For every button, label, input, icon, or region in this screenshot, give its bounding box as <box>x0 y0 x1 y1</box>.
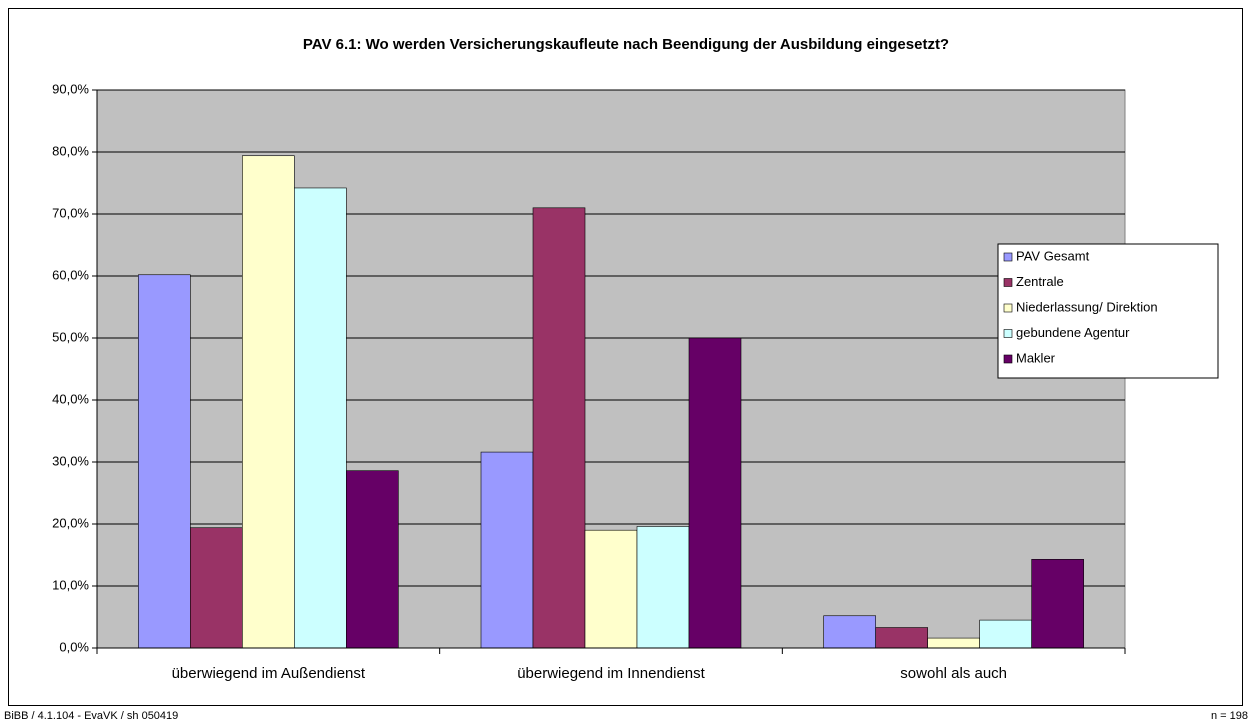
bar <box>688 337 742 649</box>
legend-box <box>997 243 1219 379</box>
bar <box>636 526 690 649</box>
bar <box>346 470 399 649</box>
y-tick-label: 90,0% <box>52 81 89 96</box>
bar <box>875 627 928 649</box>
bar <box>138 274 191 649</box>
bar <box>1031 559 1084 649</box>
legend-label: Zentrale <box>1016 274 1064 289</box>
y-tick-label: 40,0% <box>52 391 89 406</box>
y-tick-label: 10,0% <box>52 577 89 592</box>
y-tick-label: 80,0% <box>52 143 89 158</box>
y-tick-label: 50,0% <box>52 329 89 344</box>
bar <box>532 207 586 649</box>
bar <box>294 187 347 649</box>
x-tick-label: überwiegend im Innendienst <box>517 665 705 682</box>
y-tick-label: 30,0% <box>52 453 89 468</box>
bar <box>242 155 295 649</box>
legend-swatch <box>1003 303 1013 313</box>
chart-title: PAV 6.1: Wo werden Versicherungskaufleut… <box>303 36 949 53</box>
y-tick-label: 20,0% <box>52 515 89 530</box>
y-tick-label: 60,0% <box>52 267 89 282</box>
legend-swatch <box>1003 252 1013 262</box>
x-tick-label: überwiegend im Außendienst <box>172 665 366 682</box>
legend-label: PAV Gesamt <box>1016 248 1090 263</box>
legend-swatch <box>1003 354 1013 364</box>
legend-swatch <box>1003 278 1013 287</box>
bar <box>480 451 534 649</box>
bar <box>927 637 980 649</box>
y-tick-label: 0,0% <box>59 639 89 654</box>
legend-label: gebundene Agentur <box>1016 325 1130 340</box>
footnote: n = 198 <box>1211 710 1248 722</box>
legend-label: Niederlassung/ Direktion <box>1016 299 1158 314</box>
bar <box>190 527 243 649</box>
bar <box>584 529 638 649</box>
bar <box>823 615 876 649</box>
legend-label: Makler <box>1016 350 1056 365</box>
bar <box>979 619 1032 649</box>
y-tick-label: 70,0% <box>52 205 89 220</box>
x-tick-label: sowohl als auch <box>900 665 1007 682</box>
footnote: BiBB / 4.1.104 - EvaVK / sh 050419 <box>4 710 178 722</box>
legend-swatch <box>1003 329 1013 338</box>
